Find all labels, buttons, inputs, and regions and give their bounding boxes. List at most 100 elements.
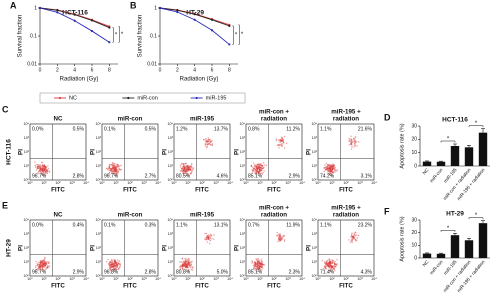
flow-event	[355, 231, 357, 233]
flow-event	[324, 268, 326, 270]
flow-event	[258, 164, 260, 166]
flow-event	[109, 165, 111, 168]
flow-y-tick: 10³	[312, 232, 318, 236]
data-point	[56, 11, 59, 14]
flow-event	[282, 141, 285, 143]
flow-event	[334, 169, 336, 172]
flow-event	[259, 163, 261, 165]
flow-y-label: PI	[234, 149, 241, 155]
flow-x-tick: 10⁰	[243, 277, 249, 281]
flow-event	[252, 264, 255, 266]
flow-event	[334, 262, 336, 265]
flow-x-tick: 10⁴	[83, 277, 89, 281]
flow-event	[187, 168, 189, 171]
flow-event	[210, 235, 213, 237]
flow-event	[185, 169, 187, 171]
flow-x-tick: 10⁰	[99, 181, 105, 185]
flow-event	[336, 259, 338, 261]
y-tick-label: 10	[411, 150, 417, 156]
flow-event	[280, 139, 282, 141]
quadrant-percent: 1.1%	[176, 222, 188, 228]
quadrant-percent: 0.5%	[73, 126, 85, 132]
flow-event	[187, 166, 190, 169]
flow-event	[348, 138, 350, 140]
flow-event	[334, 166, 336, 169]
flow-event	[182, 166, 184, 168]
annotation: *	[121, 32, 124, 38]
flow-event	[253, 261, 256, 263]
flow-y-tick: 10³	[24, 232, 30, 236]
flow-event	[190, 268, 192, 271]
flow-event	[327, 264, 329, 267]
flow-event	[186, 166, 188, 169]
panel-letter: C	[2, 104, 9, 114]
flow-event	[327, 164, 329, 166]
x-tick-label: NC	[422, 167, 431, 176]
flow-event	[120, 164, 122, 166]
flow-event	[41, 168, 44, 170]
flow-event	[43, 266, 46, 268]
flow-event	[42, 259, 45, 261]
flow-event	[116, 173, 118, 175]
y-tick-label: 0	[414, 255, 417, 261]
flow-event	[329, 269, 332, 272]
flow-event	[48, 265, 51, 267]
flow-y-tick: 10⁰	[168, 178, 174, 182]
flow-event	[47, 165, 49, 167]
flow-event	[187, 260, 189, 262]
quadrant-percent: 80.5%	[176, 173, 191, 179]
legend-label: NC	[69, 95, 77, 101]
flow-x-tick: 10²	[271, 181, 277, 185]
flow-event	[356, 141, 358, 143]
flow-event	[262, 267, 264, 269]
flow-event	[327, 172, 329, 174]
flow-event	[259, 167, 261, 169]
flow-event	[333, 168, 336, 170]
flow-event	[179, 268, 181, 270]
flow-event	[191, 163, 193, 165]
flow-event	[36, 163, 38, 166]
data-point	[73, 19, 76, 22]
flow-event	[189, 169, 191, 172]
flow-x-label: FITC	[267, 283, 281, 290]
flow-event	[43, 169, 45, 172]
quadrant-percent: 4.6%	[217, 173, 229, 179]
flow-event	[349, 241, 352, 243]
flow-event	[38, 266, 40, 268]
flow-event	[261, 263, 263, 265]
flow-event	[282, 139, 284, 141]
flow-event	[329, 169, 332, 171]
flow-event	[109, 174, 111, 176]
flow-event	[351, 232, 353, 234]
flow-x-tick: 10³	[357, 277, 363, 281]
flow-event	[334, 260, 336, 263]
flow-event	[350, 140, 352, 142]
flow-event	[208, 234, 211, 237]
flow-event	[331, 265, 333, 267]
flow-y-tick: 10⁴	[311, 122, 317, 126]
flow-event	[208, 140, 210, 143]
flow-event	[108, 171, 111, 174]
flow-event	[110, 167, 112, 170]
flow-event	[277, 240, 279, 243]
flow-event	[186, 264, 189, 266]
flow-plot-frame	[29, 219, 87, 277]
flow-event	[192, 167, 194, 169]
flow-event	[185, 168, 188, 170]
flow-event	[46, 265, 49, 267]
flow-event	[329, 163, 331, 166]
y-tick-label: 20	[411, 137, 417, 143]
bar	[450, 146, 460, 166]
flow-event	[255, 266, 257, 268]
flow-event	[182, 268, 184, 271]
legend-marker	[127, 96, 130, 100]
flow-y-tick: 10³	[168, 232, 174, 236]
y-axis-label: Survival fraction	[138, 15, 144, 58]
flow-event	[256, 170, 259, 172]
flow-x-tick: 10²	[199, 181, 205, 185]
flow-plot-frame	[101, 123, 159, 181]
data-point	[73, 13, 76, 16]
flow-event	[110, 171, 112, 173]
flow-y-tick: 10¹	[168, 260, 174, 264]
flow-event	[183, 169, 185, 171]
